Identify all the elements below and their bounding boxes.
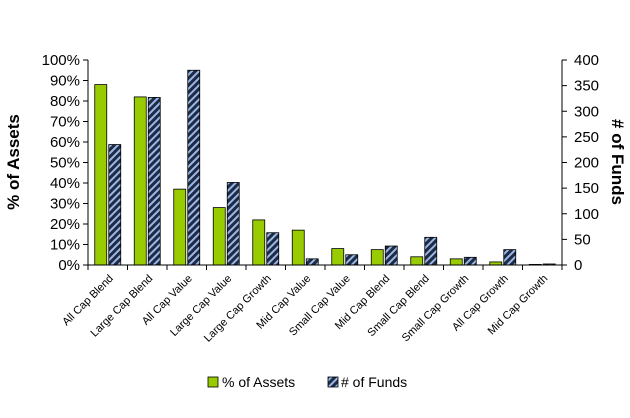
bar-num-funds bbox=[503, 249, 517, 266]
legend-swatch-num-funds bbox=[327, 376, 339, 388]
bar-percent-assets bbox=[449, 258, 463, 266]
bar-percent-assets bbox=[370, 249, 384, 266]
bar-num-funds bbox=[108, 144, 122, 266]
y-tick-label: 10% bbox=[50, 237, 80, 254]
legend-label-num-funds: # of Funds bbox=[341, 374, 407, 390]
y2-tick-label: 50 bbox=[574, 231, 591, 248]
y-tick-label: 20% bbox=[50, 216, 80, 233]
y-tick-label: 60% bbox=[50, 134, 80, 151]
bar-num-funds bbox=[463, 256, 477, 266]
bar-percent-assets bbox=[291, 229, 305, 266]
bar-num-funds bbox=[266, 232, 280, 266]
bar-percent-assets bbox=[331, 248, 345, 266]
y-tick-label: 40% bbox=[50, 175, 80, 192]
legend-label-percent-assets: % of Assets bbox=[222, 374, 295, 390]
legend: % of Assets # of Funds bbox=[207, 374, 407, 390]
y-tick-label: 90% bbox=[50, 73, 80, 90]
y2-tick-label: 250 bbox=[574, 129, 599, 146]
y2-tick-label: 100 bbox=[574, 206, 599, 223]
bar-num-funds bbox=[226, 182, 240, 266]
y2-tick-label: 200 bbox=[574, 155, 599, 172]
bar-percent-assets bbox=[252, 219, 266, 266]
x-tick-label: Large Cap Growth bbox=[202, 273, 274, 345]
bar-percent-assets bbox=[410, 256, 424, 266]
y2-tick-label: 400 bbox=[574, 52, 599, 69]
bar-num-funds bbox=[187, 69, 201, 266]
y-tick-label: 50% bbox=[50, 155, 80, 172]
y2-tick-label: 350 bbox=[574, 78, 599, 95]
bar-percent-assets bbox=[133, 96, 147, 266]
y-tick-label: 30% bbox=[50, 196, 80, 213]
plot-area: 0% 10% 20% 30% 40% 50% 60% 70% 80% 90% 100% 0 50 100 1… bbox=[42, 52, 599, 345]
y-tick-label: 70% bbox=[50, 114, 80, 131]
bar-num-funds bbox=[345, 254, 359, 266]
y2-tick-label: 150 bbox=[574, 180, 599, 197]
y-axis-title-left: % of Assets bbox=[4, 114, 23, 210]
bar-num-funds bbox=[384, 245, 398, 266]
y-tick-label: 100% bbox=[42, 52, 80, 69]
y-tick-label: 0% bbox=[58, 257, 80, 274]
bar-percent-assets bbox=[173, 188, 187, 266]
bar-num-funds bbox=[305, 258, 319, 266]
bar-percent-assets bbox=[94, 84, 108, 266]
y2-tick-label: 0 bbox=[574, 257, 582, 274]
y2-tick-label: 300 bbox=[574, 103, 599, 120]
y-tick-label: 80% bbox=[50, 93, 80, 110]
legend-swatch-percent-assets bbox=[207, 376, 219, 388]
bar-num-funds bbox=[424, 236, 438, 266]
bar-num-funds bbox=[147, 97, 161, 266]
bar-percent-assets bbox=[212, 207, 226, 266]
x-tick-label: Small Cap Growth bbox=[400, 273, 472, 345]
y-axis-title-right: # of Funds bbox=[608, 119, 627, 205]
